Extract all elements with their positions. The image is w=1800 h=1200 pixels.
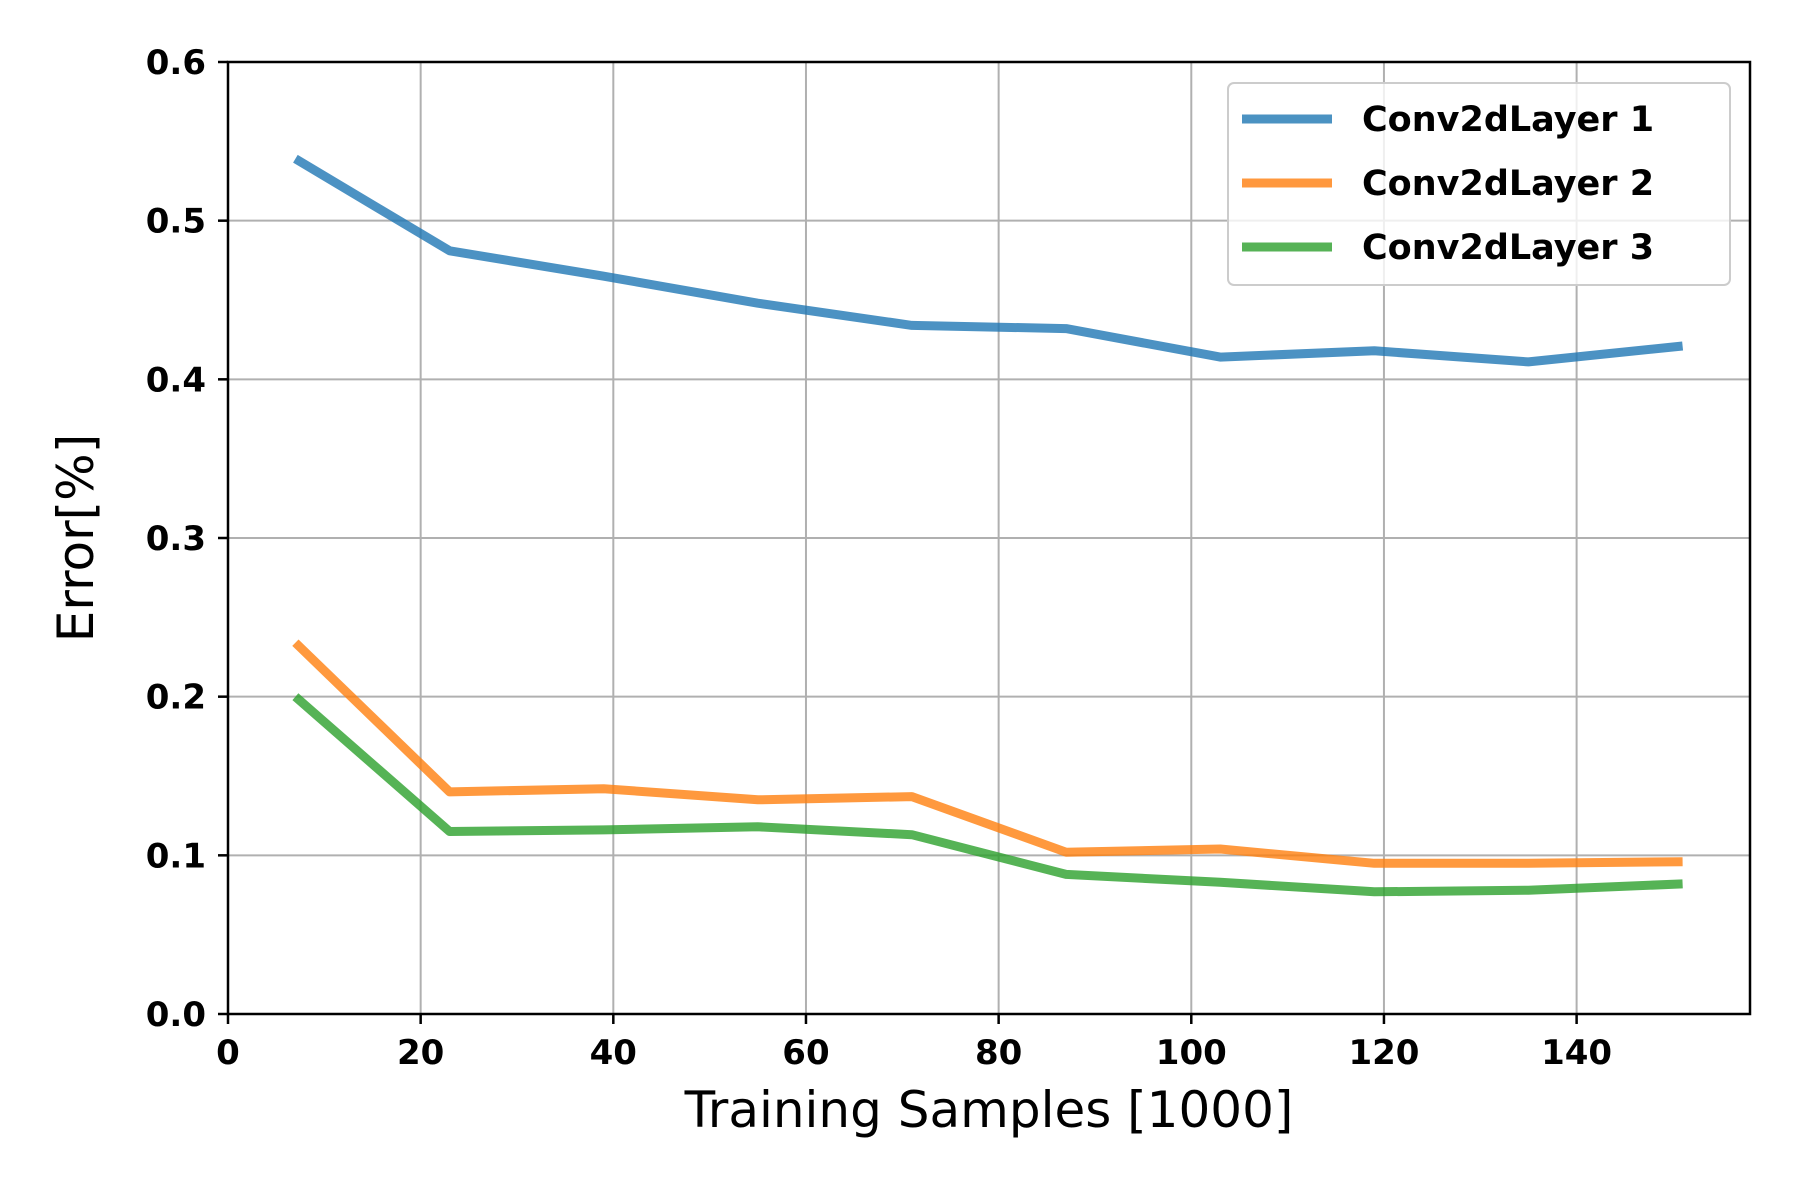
legend-label-2: Conv2dLayer 2: [1362, 164, 1654, 204]
x-tick-label: 140: [1541, 1033, 1612, 1073]
legend: Conv2dLayer 1 Conv2dLayer 2 Conv2dLayer 3: [1227, 82, 1731, 286]
y-axis-label: Error[%]: [47, 434, 105, 642]
y-tick-label: 0.6: [146, 43, 206, 83]
x-tick-label: 80: [975, 1033, 1022, 1073]
series-line-1: [293, 154, 1684, 367]
y-tick-label: 0.2: [146, 678, 206, 718]
x-tick-label: 20: [397, 1033, 444, 1073]
legend-label-1: Conv2dLayer 1: [1362, 100, 1654, 140]
series-lines: [292, 154, 1684, 897]
x-tick-label: 40: [590, 1033, 637, 1073]
y-tick-label: 0.4: [146, 360, 206, 400]
legend-items: Conv2dLayer 1 Conv2dLayer 2 Conv2dLayer 3: [1242, 100, 1654, 268]
axis-ticks: 0 20 40 60 80 100 120 140 0.0 0.1 0.2 0.3 0.4 0.5 0.6: [146, 43, 1612, 1073]
x-axis-label: Training Samples [1000]: [684, 1081, 1294, 1139]
series-line-2: [292, 639, 1683, 868]
y-tick-label: 0.3: [146, 519, 206, 559]
x-tick-label: 120: [1348, 1033, 1419, 1073]
x-tick-label: 0: [216, 1033, 240, 1073]
y-tick-label: 0.5: [146, 202, 206, 242]
x-tick-label: 60: [782, 1033, 829, 1073]
legend-box: [1227, 82, 1731, 286]
x-tick-label: 100: [1156, 1033, 1227, 1073]
y-tick-label: 0.1: [146, 836, 206, 876]
y-tick-label: 0.0: [146, 995, 206, 1035]
legend-label-3: Conv2dLayer 3: [1362, 228, 1654, 268]
series-line-3: [292, 693, 1683, 897]
